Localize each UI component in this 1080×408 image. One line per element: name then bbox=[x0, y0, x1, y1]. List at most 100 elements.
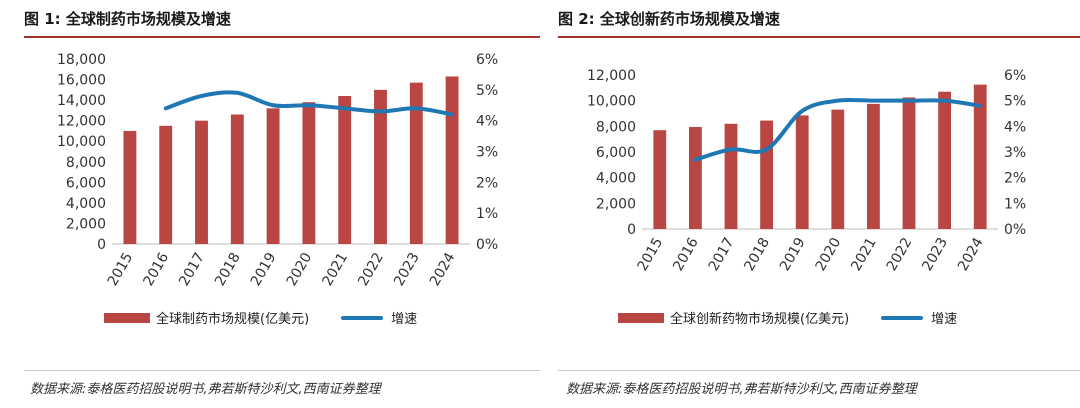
y-right-tick-label: 0% bbox=[1004, 222, 1026, 238]
x-tick-label: 2017 bbox=[706, 235, 738, 274]
x-tick-label: 2022 bbox=[355, 250, 387, 289]
legend-bar-swatch bbox=[104, 312, 150, 323]
figure-2: 图 2: 全球创新药市场规模及增速 0 2,000 4,000 6,000 8,000 1… bbox=[554, 0, 1080, 408]
figure-title: 图 1: 全球制药市场规模及增速 bbox=[24, 10, 231, 28]
growth-line bbox=[693, 97, 983, 162]
chart-legend: 全球创新药物市场规模(亿美元) 增速 bbox=[618, 308, 957, 327]
source-rule bbox=[558, 370, 1080, 371]
bar bbox=[374, 89, 387, 244]
growth-line bbox=[163, 90, 455, 117]
x-tick-label: 2021 bbox=[319, 250, 351, 289]
x-tick-label: 2023 bbox=[919, 235, 951, 274]
x-tick-label: 2024 bbox=[427, 250, 459, 289]
legend-line-label: 增速 bbox=[391, 312, 418, 327]
legend-item-line: 增速 bbox=[881, 308, 957, 327]
y-left-tick-label: 14,000 bbox=[57, 93, 106, 109]
legend-line-label: 增速 bbox=[931, 312, 958, 327]
x-tick-label: 2015 bbox=[635, 235, 667, 274]
x-tick-label: 2019 bbox=[248, 250, 280, 289]
y-left-tick-label: 12,000 bbox=[587, 68, 636, 84]
bar bbox=[866, 103, 880, 229]
x-tick-label: 2019 bbox=[777, 235, 809, 274]
y-left-tick-label: 10,000 bbox=[57, 134, 106, 150]
legend-item-line: 增速 bbox=[341, 308, 417, 327]
bar bbox=[831, 109, 845, 229]
x-tick-label: 2016 bbox=[140, 250, 172, 289]
y-left-tick-label: 6,000 bbox=[596, 145, 636, 161]
y-left-tick-label: 2,000 bbox=[596, 196, 636, 212]
figure-title: 图 2: 全球创新药市场规模及增速 bbox=[558, 10, 780, 28]
x-tick-label: 2020 bbox=[284, 250, 316, 289]
x-tick-label: 2016 bbox=[670, 235, 702, 274]
y-left-tick-label: 4,000 bbox=[596, 171, 636, 187]
legend-bar-label: 全球制药市场规模(亿美元) bbox=[156, 312, 310, 327]
bar-series bbox=[123, 76, 459, 245]
source-rule bbox=[24, 370, 540, 371]
bar bbox=[302, 102, 316, 245]
chart-plot: 0 2,000 4,000 6,000 8,000 10,000 12,000 14,000 1… bbox=[57, 52, 498, 289]
y-left-tick-label: 0 bbox=[627, 222, 636, 238]
y-left-tick-label: 6,000 bbox=[66, 175, 106, 191]
x-tick-label: 2018 bbox=[212, 250, 244, 289]
y-right-tick-label: 5% bbox=[476, 83, 498, 99]
bar bbox=[902, 97, 916, 229]
y-right-tick-label: 0% bbox=[476, 237, 498, 253]
y-right-tick-label: 4% bbox=[476, 114, 498, 130]
x-tick-label: 2015 bbox=[105, 250, 137, 289]
x-tick-label: 2020 bbox=[813, 235, 845, 274]
y-right-tick-label: 3% bbox=[476, 145, 498, 161]
y-right-tick-label: 2% bbox=[1004, 171, 1026, 187]
y-right-tick-label: 5% bbox=[1004, 94, 1026, 110]
legend-item-bar: 全球创新药物市场规模(亿美元) bbox=[618, 308, 849, 327]
legend-bar-swatch bbox=[618, 312, 664, 323]
y-left-tick-label: 8,000 bbox=[596, 119, 636, 135]
chart-legend: 全球制药市场规模(亿美元) 增速 bbox=[104, 308, 417, 327]
bar bbox=[159, 125, 173, 244]
bar bbox=[445, 76, 459, 244]
y-right-tick-label: 3% bbox=[1004, 145, 1026, 161]
bar bbox=[973, 84, 987, 229]
y-left-tick-label: 12,000 bbox=[57, 114, 106, 130]
legend-line-swatch bbox=[881, 315, 924, 320]
bar bbox=[653, 130, 667, 229]
legend-item-bar: 全球制药市场规模(亿美元) bbox=[104, 308, 309, 327]
y-left-tick-label: 16,000 bbox=[57, 73, 106, 89]
bar bbox=[724, 123, 738, 229]
source-note: 数据来源:泰格医药招股说明书,弗若斯特沙利文,西南证券整理 bbox=[30, 382, 381, 397]
bar bbox=[230, 114, 244, 244]
source-note: 数据来源:泰格医药招股说明书,弗若斯特沙利文,西南证券整理 bbox=[566, 382, 917, 397]
y-left-tick-label: 8,000 bbox=[66, 155, 106, 171]
bar bbox=[195, 120, 208, 244]
bar bbox=[688, 126, 702, 229]
y-right-tick-label: 1% bbox=[476, 206, 498, 222]
y-left-tick-label: 0 bbox=[97, 237, 106, 253]
y-right-tick-label: 4% bbox=[1004, 119, 1026, 135]
y-right-tick-label: 6% bbox=[476, 52, 498, 68]
bar bbox=[123, 130, 137, 244]
title-rule bbox=[24, 36, 540, 38]
bar bbox=[266, 108, 280, 244]
y-right-tick-label: 1% bbox=[1004, 196, 1026, 212]
legend-bar-label: 全球创新药物市场规模(亿美元) bbox=[670, 312, 850, 327]
chart-plot: 0 2,000 4,000 6,000 8,000 10,000 12,000 0% 1% 2% 3… bbox=[587, 68, 1026, 274]
y-right-tick-label: 6% bbox=[1004, 68, 1026, 84]
x-tick-label: 2023 bbox=[391, 250, 423, 289]
x-tick-label: 2024 bbox=[955, 235, 987, 274]
bar bbox=[760, 120, 774, 229]
figure-1: 图 1: 全球制药市场规模及增速 0 2,000 4,000 6,000 8,000 10… bbox=[24, 10, 540, 397]
y-right-tick-label: 2% bbox=[476, 175, 498, 191]
bar bbox=[338, 96, 352, 244]
bar bbox=[795, 115, 809, 229]
y-left-tick-label: 10,000 bbox=[587, 94, 636, 110]
y-left-tick-label: 4,000 bbox=[66, 196, 106, 212]
x-tick-label: 2017 bbox=[176, 250, 208, 289]
title-rule bbox=[558, 36, 1080, 38]
y-left-tick-label: 2,000 bbox=[66, 216, 106, 232]
bar bbox=[938, 91, 952, 229]
bar bbox=[409, 82, 423, 244]
legend-line-swatch bbox=[341, 315, 384, 320]
x-tick-label: 2021 bbox=[848, 235, 880, 274]
y-left-tick-label: 18,000 bbox=[57, 52, 106, 68]
x-tick-label: 2018 bbox=[741, 235, 773, 274]
x-tick-label: 2022 bbox=[884, 235, 916, 274]
